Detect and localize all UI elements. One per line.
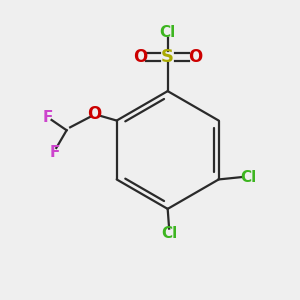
Text: S: S — [161, 48, 174, 66]
Text: Cl: Cl — [161, 226, 177, 242]
Text: O: O — [88, 105, 102, 123]
Text: O: O — [188, 48, 202, 66]
Text: O: O — [134, 48, 148, 66]
Text: F: F — [50, 145, 60, 160]
Text: Cl: Cl — [160, 25, 176, 40]
Text: Cl: Cl — [240, 169, 256, 184]
Text: F: F — [42, 110, 53, 124]
